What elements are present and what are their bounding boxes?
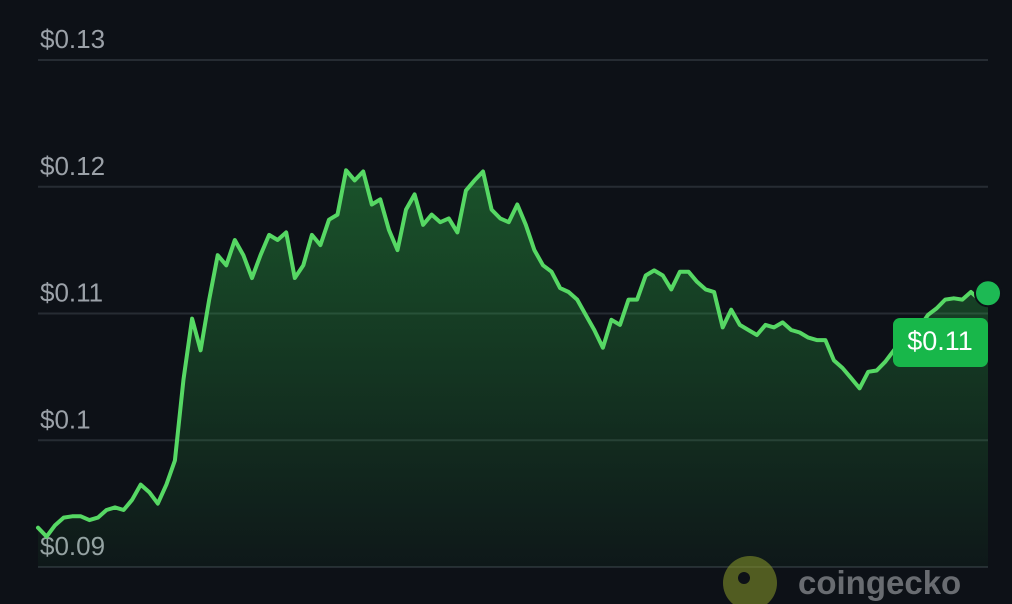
price-badge-box [893, 318, 988, 367]
y-tick-label: $0.13 [40, 24, 105, 54]
plot [36, 168, 1002, 568]
price-badge-text: $0.11 [907, 326, 973, 356]
watermark-logo-eye [738, 572, 750, 584]
price-badge: $0.11 [893, 318, 988, 367]
area [38, 170, 988, 568]
y-tick-label: $0.1 [40, 404, 91, 434]
watermark: coingecko [723, 556, 961, 604]
y-tick-label: $0.11 [40, 278, 103, 308]
watermark-text: coingecko [798, 564, 961, 601]
last-point [974, 279, 1002, 308]
y-tick-label: $0.12 [40, 151, 105, 181]
watermark-logo [723, 556, 777, 604]
price-line [36, 168, 990, 539]
